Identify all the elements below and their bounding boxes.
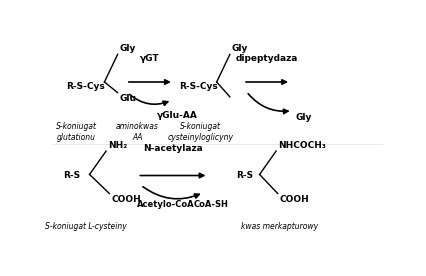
Text: R-S-Cys: R-S-Cys	[179, 82, 217, 91]
Text: CoA-SH: CoA-SH	[193, 200, 228, 209]
Text: R-S: R-S	[63, 171, 80, 180]
Text: S-koniugat
glutationu: S-koniugat glutationu	[56, 122, 97, 142]
Text: S-koniugat
cysteinyloglicyny: S-koniugat cysteinyloglicyny	[167, 122, 233, 142]
Text: COOH: COOH	[111, 195, 141, 204]
Text: Gly: Gly	[232, 44, 248, 53]
Text: COOH: COOH	[279, 195, 309, 204]
Text: kwas merkapturowy: kwas merkapturowy	[241, 222, 318, 231]
Text: dipeptydaza: dipeptydaza	[236, 54, 298, 63]
Text: R-S-Cys: R-S-Cys	[66, 82, 105, 91]
Text: NH₂: NH₂	[108, 141, 127, 150]
Text: S-koniugat L-cysteiny: S-koniugat L-cysteiny	[46, 222, 127, 231]
Text: Gly: Gly	[119, 44, 135, 53]
Text: γGT: γGT	[140, 54, 160, 63]
Text: Acetylo-CoA: Acetylo-CoA	[138, 200, 195, 209]
Text: NHCOCH₃: NHCOCH₃	[278, 141, 325, 150]
Text: γGlu-AA: γGlu-AA	[157, 111, 198, 120]
Text: N-acetylaza: N-acetylaza	[143, 144, 203, 153]
Text: Gly: Gly	[296, 113, 312, 122]
Text: aminokwas
AA: aminokwas AA	[116, 122, 159, 142]
Text: R-S: R-S	[236, 171, 253, 180]
Text: Glu: Glu	[119, 94, 136, 103]
